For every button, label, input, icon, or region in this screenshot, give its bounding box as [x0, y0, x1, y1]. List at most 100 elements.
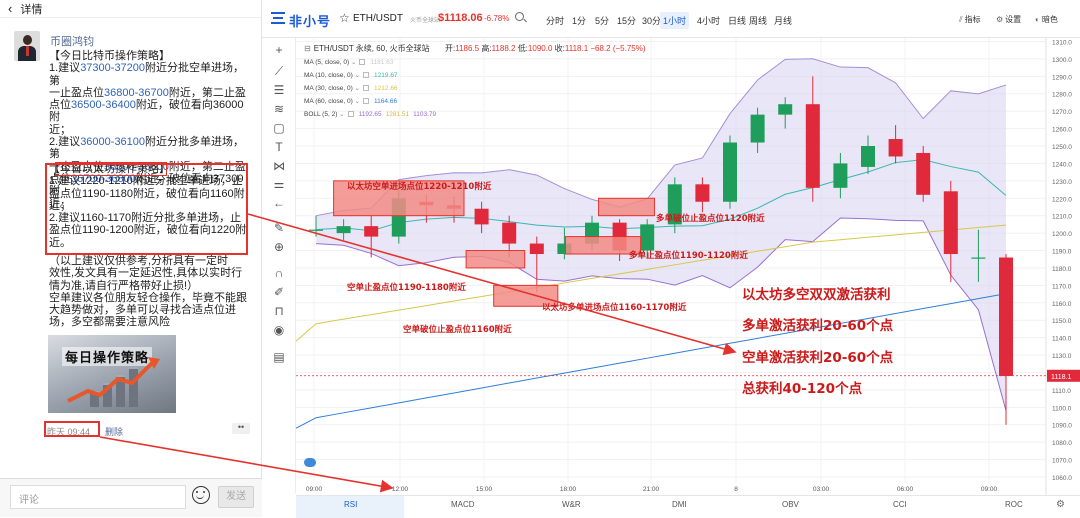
- timeframe-8[interactable]: 周线: [749, 16, 768, 26]
- y-tick-label: 1230.0: [1052, 179, 1072, 186]
- timeframe-4[interactable]: 30分: [642, 16, 662, 26]
- x-tick-label: 15:00: [476, 486, 493, 493]
- tab-dmi[interactable]: DMI: [672, 500, 687, 509]
- y-tick-label: 1150.0: [1052, 318, 1072, 325]
- candle: [833, 152, 848, 199]
- timeframe-0[interactable]: 分时: [546, 16, 565, 26]
- y-tick-label: 1140.0: [1052, 336, 1072, 343]
- bollinger-upper: [315, 58, 1007, 217]
- timestamp-highlight-box: [44, 421, 100, 437]
- short-entry-zone: [333, 180, 465, 217]
- emoji-icon[interactable]: [192, 486, 210, 504]
- back-label[interactable]: 详情: [20, 3, 43, 16]
- back-arrow-icon[interactable]: ‹: [8, 1, 13, 16]
- fib-icon[interactable]: ⚌: [273, 177, 285, 191]
- x-tick-label: 06:00: [897, 486, 914, 493]
- timeframe-9[interactable]: 月线: [774, 16, 793, 26]
- eth-strategy-text: 【今日以太坊操作策略】 1.建议1220-1210附近分批空单进场，止 盈点位1…: [49, 163, 254, 249]
- candle: [805, 76, 820, 202]
- btc-title: 【今日比特币操作策略】: [49, 50, 170, 62]
- comment-input[interactable]: 评论: [10, 485, 186, 509]
- indicators-button[interactable]: ⫽ 指标: [959, 15, 981, 24]
- tab-rsi[interactable]: RSI: [344, 500, 358, 509]
- tab-cci[interactable]: CCI: [893, 500, 907, 509]
- candle: [999, 254, 1013, 425]
- hlines-icon[interactable]: ☰: [273, 83, 285, 97]
- eye-icon[interactable]: ◉: [273, 323, 285, 337]
- candle: [778, 97, 793, 129]
- search-icon[interactable]: [515, 12, 524, 21]
- candle: [888, 125, 903, 164]
- trendline-icon[interactable]: ⟋: [274, 64, 284, 78]
- strategy-image-title: 每日操作策略: [62, 347, 153, 366]
- y-tick-label: 1250.0: [1052, 144, 1072, 151]
- pattern-icon[interactable]: ⋈: [273, 159, 285, 173]
- app-header: 非小号 ☆ ETH/USDT 火币全球站 $1118.06 -6.78% 分时 1…: [262, 0, 1080, 38]
- legend-row-0[interactable]: MA (5, close, 0) ⌄ 1181.63: [304, 59, 394, 66]
- legend-row-4[interactable]: BOLL (5, 2) ⌄ 1192.65 1281.51 1103.79: [304, 111, 437, 118]
- zoom-icon[interactable]: ⊕: [273, 240, 285, 254]
- eth-title: 【今日以太坊操作策略】: [49, 163, 170, 175]
- gear-icon[interactable]: ⚙: [1056, 499, 1065, 510]
- y-tick-label: 1170.0: [1052, 283, 1072, 290]
- text-tool-icon[interactable]: T: [275, 140, 283, 154]
- author-name[interactable]: 币圈鸿钧: [50, 36, 94, 48]
- exchange-name: 火币全球站: [410, 18, 441, 24]
- timeframe-6[interactable]: 4小时: [697, 16, 721, 26]
- chat-top-bar: ‹ 详情: [0, 0, 261, 18]
- legend-row-3[interactable]: MA (60, close, 0) ⌄ 1164.66: [304, 98, 398, 105]
- ohlc-readout: 开:1186.5 高:1188.2 低:1090.0 收:1118.1 −68.…: [445, 44, 646, 53]
- more-button[interactable]: ••: [232, 423, 250, 434]
- tab-w-r[interactable]: W&R: [562, 500, 581, 509]
- trash-icon[interactable]: ▤: [273, 350, 285, 364]
- tab-obv[interactable]: OBV: [782, 500, 799, 509]
- magnet-icon[interactable]: ∩: [274, 266, 284, 280]
- y-tick-label: 1310.0: [1052, 39, 1072, 46]
- send-button[interactable]: 发送: [218, 486, 254, 508]
- y-tick-label: 1110.0: [1052, 388, 1071, 395]
- pair-name[interactable]: ETH/USDT: [353, 13, 403, 24]
- y-tick-label: 1160.0: [1052, 301, 1072, 308]
- indicator-tabs: ⚙ RSI MACD W&R DMI OBV CCI ROC: [296, 495, 1080, 518]
- rectangle-icon[interactable]: ▢: [273, 121, 285, 135]
- lock-draw-icon[interactable]: ✐: [273, 285, 285, 299]
- favorite-star-icon[interactable]: ☆: [339, 11, 350, 25]
- theme-toggle[interactable]: ◐ 暗色: [1035, 15, 1058, 24]
- symbol-label[interactable]: ⊟ ETH/USDT 永续, 60, 火币全球站: [304, 44, 430, 53]
- y-tick-label: 1200.0: [1052, 231, 1072, 238]
- price-change: -6.78%: [484, 14, 510, 23]
- channel-icon[interactable]: ≋: [273, 102, 285, 116]
- timeframe-2[interactable]: 5分: [595, 16, 610, 26]
- back-arrow-icon[interactable]: ←: [273, 196, 285, 210]
- y-tick-label: 1080.0: [1052, 440, 1072, 447]
- indicator-legend: MA (5, close, 0) ⌄ 1181.63 MA (10, close, …: [304, 56, 436, 121]
- legend-row-1[interactable]: MA (10, close, 0) ⌄ 1219.67: [304, 72, 398, 79]
- avatar[interactable]: [14, 31, 40, 61]
- settings-button[interactable]: ⚙ 设置: [996, 15, 1022, 24]
- strategy-image[interactable]: 每日操作策略: [48, 335, 176, 413]
- y-tick-label: 1130.0: [1052, 353, 1072, 360]
- timeframe-3[interactable]: 15分: [617, 16, 637, 26]
- annotation-long-tp: 多单止盈点位1190-1120附近: [629, 251, 748, 261]
- delete-link[interactable]: 删除: [105, 427, 124, 437]
- timeframe-5[interactable]: 1小时: [660, 12, 690, 29]
- x-tick-label: 09:00: [306, 486, 323, 493]
- lock-icon[interactable]: ⊓: [274, 304, 284, 318]
- tab-roc[interactable]: ROC: [1005, 500, 1023, 509]
- brush-icon[interactable]: ✎: [273, 221, 285, 235]
- tab-macd[interactable]: MACD: [451, 500, 475, 509]
- y-tick-label: 1240.0: [1052, 161, 1072, 168]
- annotation-short-tp: 空单止盈点位1190-1180附近: [347, 283, 466, 293]
- eth-strategy-highlight-box: [45, 163, 248, 255]
- summary-line-4: 总获利40-120个点: [742, 381, 863, 397]
- cloud-icon[interactable]: [304, 458, 316, 467]
- btc-strategy-text: 【今日比特币操作策略】 1.建议37300-37200附近分批空单进场，第 一止…: [49, 50, 254, 210]
- legend-row-2[interactable]: MA (30, close, 0) ⌄ 1212.66: [304, 85, 398, 92]
- annotation-short-entry: 以太坊空单进场点位1220-1210附近: [347, 182, 492, 192]
- y-tick-label: 1210.0: [1052, 214, 1072, 221]
- timeframe-7[interactable]: 日线: [728, 16, 747, 26]
- crosshair-icon[interactable]: +: [275, 43, 283, 57]
- annotation-short-break-tp: 空单破位止盈点位1160附近: [403, 325, 512, 335]
- timeframe-1[interactable]: 1分: [572, 16, 587, 26]
- last-price-label: 1118.1: [1051, 374, 1071, 381]
